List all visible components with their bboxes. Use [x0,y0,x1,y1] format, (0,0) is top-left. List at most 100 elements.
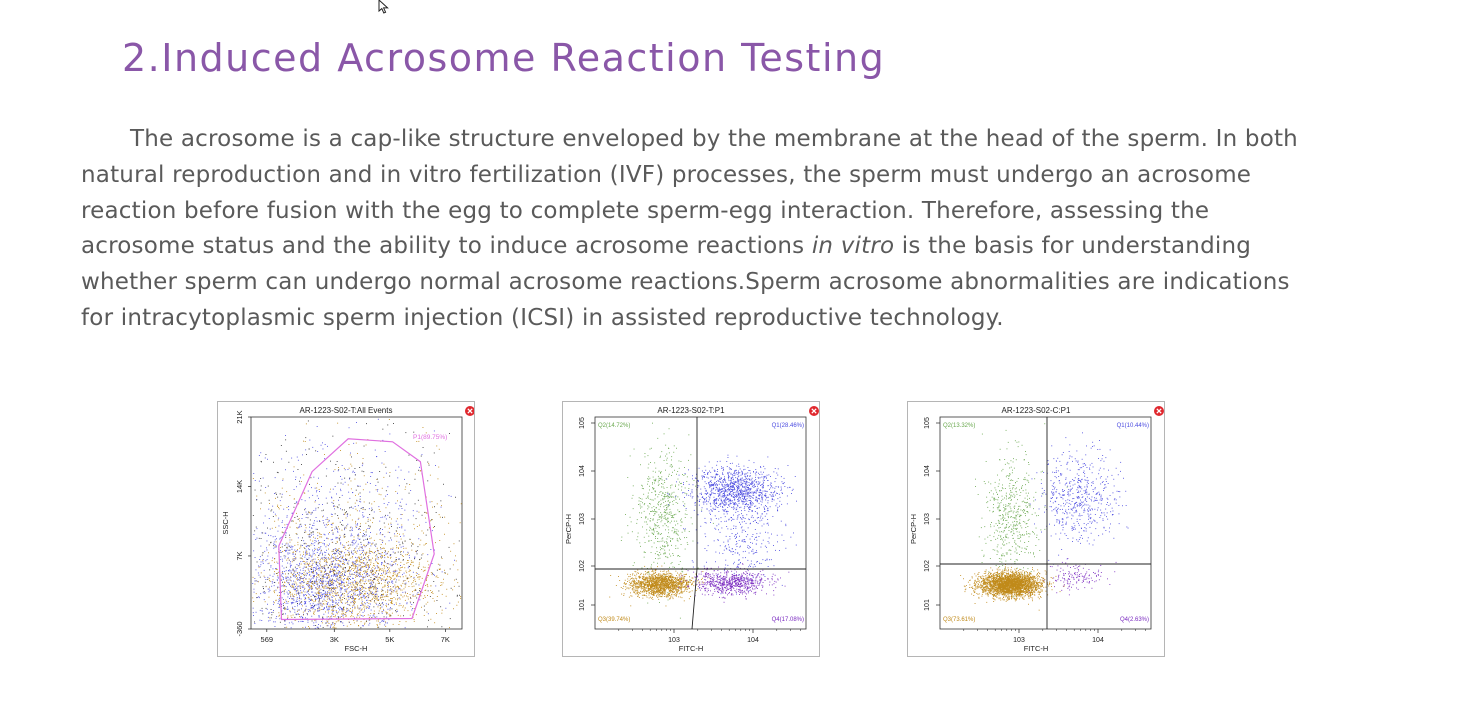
event-point [675,532,677,534]
event-point [660,499,662,501]
event-point [745,490,747,491]
event-point [360,590,362,592]
event-point [315,561,317,563]
event-point [422,566,424,568]
close-icon[interactable] [809,406,819,416]
event-point [332,626,334,628]
event-point [343,593,345,594]
event-point [403,564,405,565]
event-point [323,544,325,546]
event-point [391,589,393,591]
event-point [659,491,661,493]
event-point [694,502,696,504]
event-point [256,561,258,563]
event-point [325,557,326,559]
event-point [303,586,305,588]
event-point [342,560,344,562]
event-point [666,519,668,521]
event-point [379,605,381,606]
event-point [262,586,264,588]
event-point [438,448,440,450]
event-point [362,578,364,580]
event-point [361,601,363,603]
event-point [678,460,680,462]
event-point [350,570,352,572]
event-point [338,538,340,540]
event-point [299,564,300,566]
event-point [311,555,313,557]
event-point [334,569,335,571]
event-point [299,562,300,564]
event-point [323,556,325,558]
event-point [368,525,370,527]
event-point [395,563,397,565]
event-point [364,583,365,585]
event-point [333,570,335,572]
event-point [717,490,719,492]
event-point [751,479,753,481]
event-point [305,549,307,551]
event-point [413,576,415,578]
event-point [353,588,355,590]
event-point [323,607,325,609]
event-point [327,595,329,597]
event-point [305,545,307,547]
event-point [319,548,321,550]
event-point [284,527,286,528]
event-point [284,582,286,584]
event-point [354,563,356,565]
event-point [260,545,262,547]
event-point [360,501,362,503]
event-point [352,598,354,599]
event-point [435,542,436,544]
event-point [311,585,312,587]
event-point [354,598,355,600]
event-point [625,514,626,515]
event-point [328,553,329,555]
event-point [750,495,752,497]
event-point [658,504,659,506]
event-point [291,561,293,563]
event-point [327,605,329,607]
event-point [267,555,269,557]
event-point [390,607,391,609]
event-point [355,561,357,563]
event-point [340,588,342,590]
event-point [684,505,686,507]
event-point [356,620,358,622]
event-point [749,488,751,490]
event-point [276,573,278,574]
event-point [350,535,352,537]
x-tick-label: 7K [441,635,450,644]
event-point [418,511,420,513]
close-icon[interactable] [465,406,474,416]
event-point [423,544,425,546]
event-point [289,539,291,541]
event-point [746,481,748,483]
event-point [368,557,369,559]
event-point [402,543,404,545]
event-point [673,532,675,534]
event-point [717,469,718,470]
event-point [668,473,670,475]
event-point [307,609,309,611]
event-point [323,566,325,568]
event-point [412,510,414,512]
event-point [650,462,651,463]
event-point [668,511,670,513]
event-point [320,579,321,581]
event-point [317,549,319,551]
event-point [321,595,323,597]
event-point [257,581,259,583]
event-point [332,502,334,504]
event-point [358,572,360,574]
event-point [351,550,353,552]
event-point [333,616,335,617]
event-point [437,563,439,565]
event-point [338,579,339,581]
event-point [322,581,323,583]
event-point [733,498,735,500]
event-point [287,579,289,581]
event-point [340,583,342,584]
